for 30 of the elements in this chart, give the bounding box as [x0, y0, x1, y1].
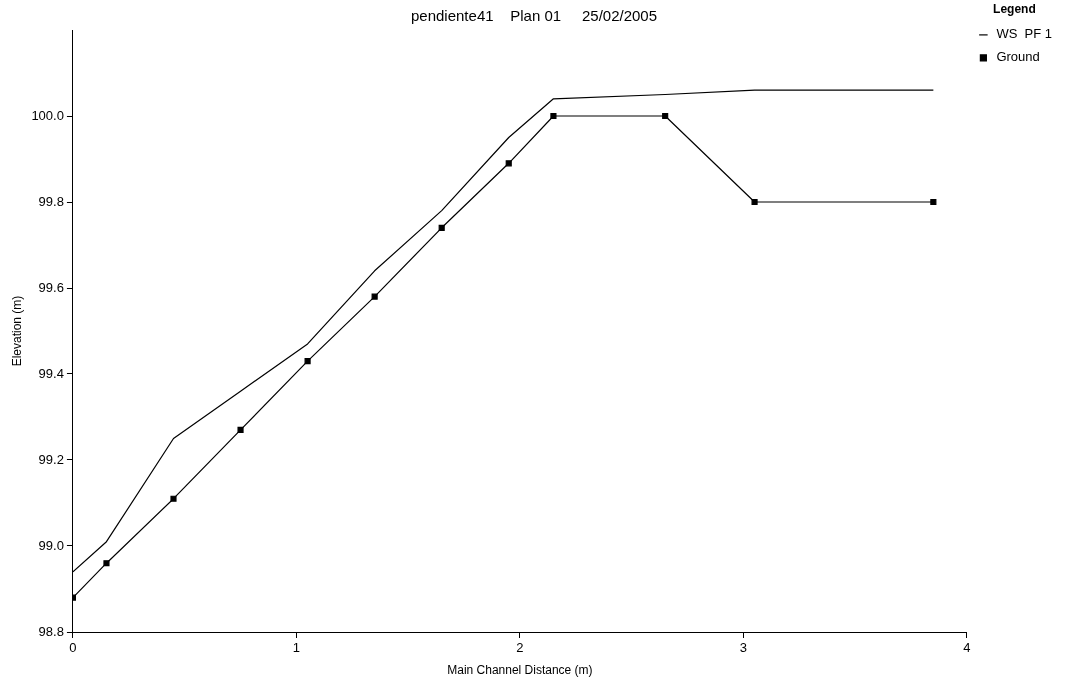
x-tick-label: 4 [963, 640, 971, 656]
point [505, 160, 512, 167]
point [550, 112, 557, 120]
x-tick-label: 0 [69, 640, 77, 656]
point [170, 495, 177, 502]
y-tick-label: 98.8 [38, 623, 64, 639]
point [103, 560, 110, 567]
y-tick-label: 99.6 [38, 279, 64, 295]
y-tick-label: 99.8 [38, 193, 64, 209]
chart-title: pendiente41 Plan 01 25/02/2005 [410, 7, 658, 25]
y-tick-label: 99.0 [38, 537, 64, 553]
point [751, 198, 758, 206]
x-tick-label: 2 [516, 640, 524, 656]
x-tick-label: 1 [292, 640, 301, 656]
point [72, 594, 77, 601]
point [237, 426, 244, 433]
y-tick-label: 100.0 [31, 107, 64, 123]
y-axis-title: Elevation (m) [9, 295, 24, 367]
point [371, 293, 378, 300]
legend-label: Ground [996, 49, 1040, 65]
legend-label: WS PF 1 [996, 26, 1053, 42]
y-tick-label: 99.4 [38, 365, 64, 381]
point [662, 112, 669, 120]
y-tick-label: 99.2 [38, 451, 64, 467]
x-tick-label: 3 [739, 640, 748, 656]
x-axis-title: Main Channel Distance (m) [447, 663, 593, 678]
point [930, 198, 937, 206]
legend-title: Legend [993, 2, 1036, 17]
point [438, 224, 445, 231]
point [304, 358, 311, 365]
